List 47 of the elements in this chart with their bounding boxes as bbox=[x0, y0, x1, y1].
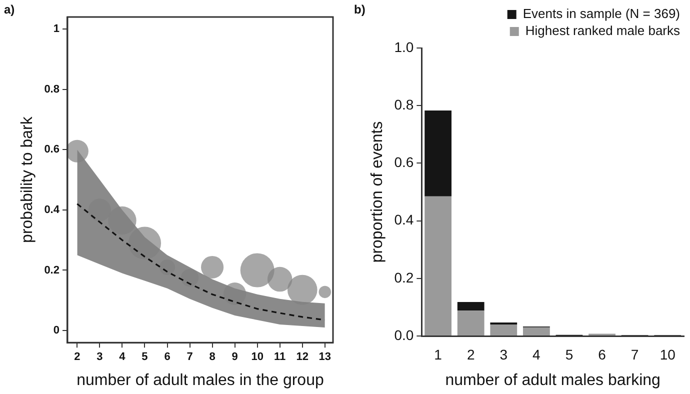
text: a) bbox=[4, 2, 15, 16]
x-tick-label: 10 bbox=[251, 351, 264, 364]
bar bbox=[424, 196, 452, 336]
x-tick-label: 7 bbox=[186, 351, 193, 364]
x-tick-label: 6 bbox=[164, 351, 170, 364]
y-tick-label: 0.2 bbox=[44, 264, 60, 276]
x-tick-label: 2 bbox=[466, 346, 475, 362]
legend-label: Highest ranked male barks bbox=[525, 23, 680, 38]
bar bbox=[490, 324, 518, 336]
bar bbox=[522, 327, 550, 336]
y-tick-label: 0.0 bbox=[394, 326, 414, 343]
legend-label: Events in sample (N = 369) bbox=[522, 6, 680, 22]
text: b) bbox=[354, 2, 366, 16]
x-axis-title: number of adult males barking bbox=[445, 372, 660, 389]
x-tick-label: 3 bbox=[500, 346, 508, 362]
x-tick-label: 11 bbox=[274, 351, 286, 364]
x-tick-label: 12 bbox=[296, 351, 308, 364]
y-tick-label: 0.4 bbox=[44, 204, 60, 216]
x-tick-label: 13 bbox=[318, 351, 332, 364]
y-tick-label: 1 bbox=[53, 23, 60, 36]
bar bbox=[424, 110, 452, 196]
y-tick-label: 0.4 bbox=[394, 212, 414, 228]
x-tick-label: 6 bbox=[598, 346, 606, 362]
x-tick-label: 1 bbox=[434, 346, 442, 362]
line-series bbox=[76, 203, 326, 321]
x-tick-label: 8 bbox=[209, 351, 216, 364]
y-tick-label: 0.6 bbox=[44, 144, 60, 156]
x-tick-label: 7 bbox=[630, 346, 639, 362]
bar bbox=[457, 310, 484, 336]
x-tick-label: 4 bbox=[532, 346, 541, 362]
x-tick-label: 5 bbox=[565, 346, 574, 362]
y-axis-title: probability to bark bbox=[19, 116, 36, 243]
x-tick-label: 3 bbox=[96, 351, 103, 364]
y-tick-label: 0 bbox=[53, 324, 60, 337]
y-tick-label: 0.8 bbox=[44, 83, 60, 96]
x-tick-label: 4 bbox=[119, 351, 126, 364]
x-tick-label: 2 bbox=[74, 351, 80, 364]
x-axis-title: number of adult males in the group bbox=[76, 372, 324, 389]
x-tick-label: 9 bbox=[232, 351, 238, 364]
x-tick-label: 5 bbox=[142, 351, 148, 364]
bar bbox=[457, 302, 484, 311]
x-tick-label: 10 bbox=[660, 346, 676, 362]
y-axis-title: proportion of events bbox=[369, 121, 386, 263]
y-tick-label: 0.6 bbox=[394, 154, 414, 170]
y-tick-label: 0.8 bbox=[394, 96, 414, 112]
y-tick-label: 0.2 bbox=[394, 269, 414, 286]
y-tick-label: 1.0 bbox=[394, 38, 414, 55]
